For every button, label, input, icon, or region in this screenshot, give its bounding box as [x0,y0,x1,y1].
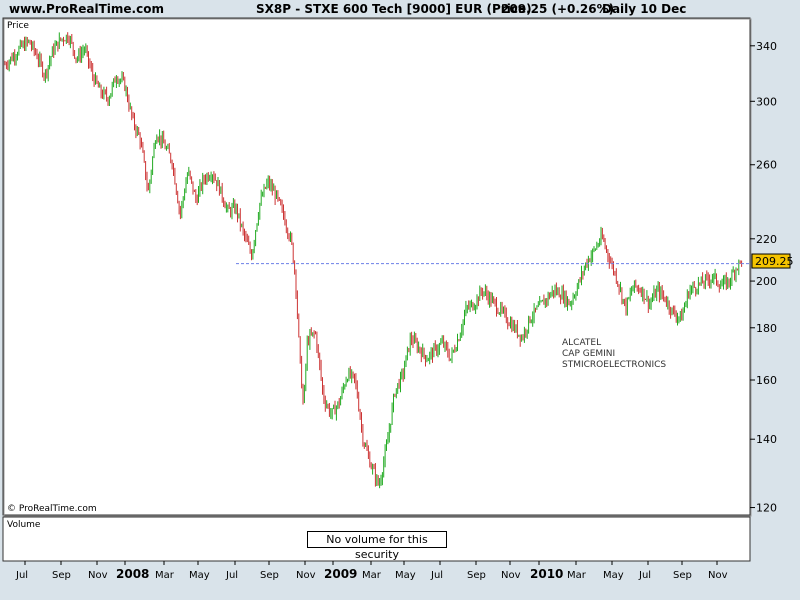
chart-header: www.ProRealTime.com SX8P - STXE 600 Tech… [0,0,800,18]
x-tick-label: Jul [225,570,238,581]
y-tick-label: 200 [756,275,777,288]
x-tick-label: May [395,570,416,581]
x-tick-label: Jul [15,570,28,581]
last-price-box [751,253,791,269]
no-volume-note: No volume for this security [307,531,447,561]
last-price: 209.25 (+0.26%) [501,2,615,16]
x-tick-label: Nov [88,570,108,581]
x-tick-label: May [189,570,210,581]
y-tick-label: 160 [756,374,777,387]
x-tick-label: Mar [362,570,382,581]
volume-label: Volume [7,520,41,530]
price-panel-inner [3,18,752,517]
annotation-stmicro: STMICROELECTRONICS [562,360,666,370]
x-tick-label: Mar [155,570,175,581]
chart-title: SX8P - STXE 600 Tech [9000] EUR (Price) [256,2,532,16]
y-tick-label: 120 [756,502,777,515]
y-tick-label: 220 [756,233,777,246]
last-price-tag: 209.25 [755,255,794,268]
x-tick-label: Sep [673,570,692,581]
y-axis: 120 140 160 180 200 220 260 300 340 [750,40,777,515]
y-tick-label: 260 [756,159,777,172]
x-tick-label: Nov [501,570,521,581]
price-panel [2,17,751,516]
x-axis: Jul Sep Nov 2008 Mar May Jul Sep Nov 2009 Mar May Ju… [15,561,728,581]
x-tick-label: Mar [567,570,587,581]
copyright-text: © ProRealTime.com [7,504,97,514]
x-tick-label: May [603,570,624,581]
x-tick-label: Nov [708,570,728,581]
x-tick-label: Sep [467,570,486,581]
price-label: Price [7,21,29,31]
candles-group [4,32,743,489]
annotation-cap-gemini: CAP GEMINI [562,349,615,359]
y-tick-label: 180 [756,322,777,335]
y-tick-label: 340 [756,40,777,53]
y-tick-label: 300 [756,95,777,108]
period-label: Daily 10 Dec [602,2,687,16]
annotation-alcatel: ALCATEL [562,338,601,348]
x-tick-label: Sep [52,570,71,581]
y-tick-label: 140 [756,433,777,446]
x-tick-label: 2008 [116,567,149,581]
x-tick-label: Nov [296,570,316,581]
x-tick-label: Sep [260,570,279,581]
x-tick-label: 2010 [530,567,563,581]
x-tick-label: Jul [430,570,443,581]
x-tick-label: Jul [638,570,651,581]
site-name[interactable]: www.ProRealTime.com [9,2,164,16]
x-tick-label: 2009 [324,567,357,581]
